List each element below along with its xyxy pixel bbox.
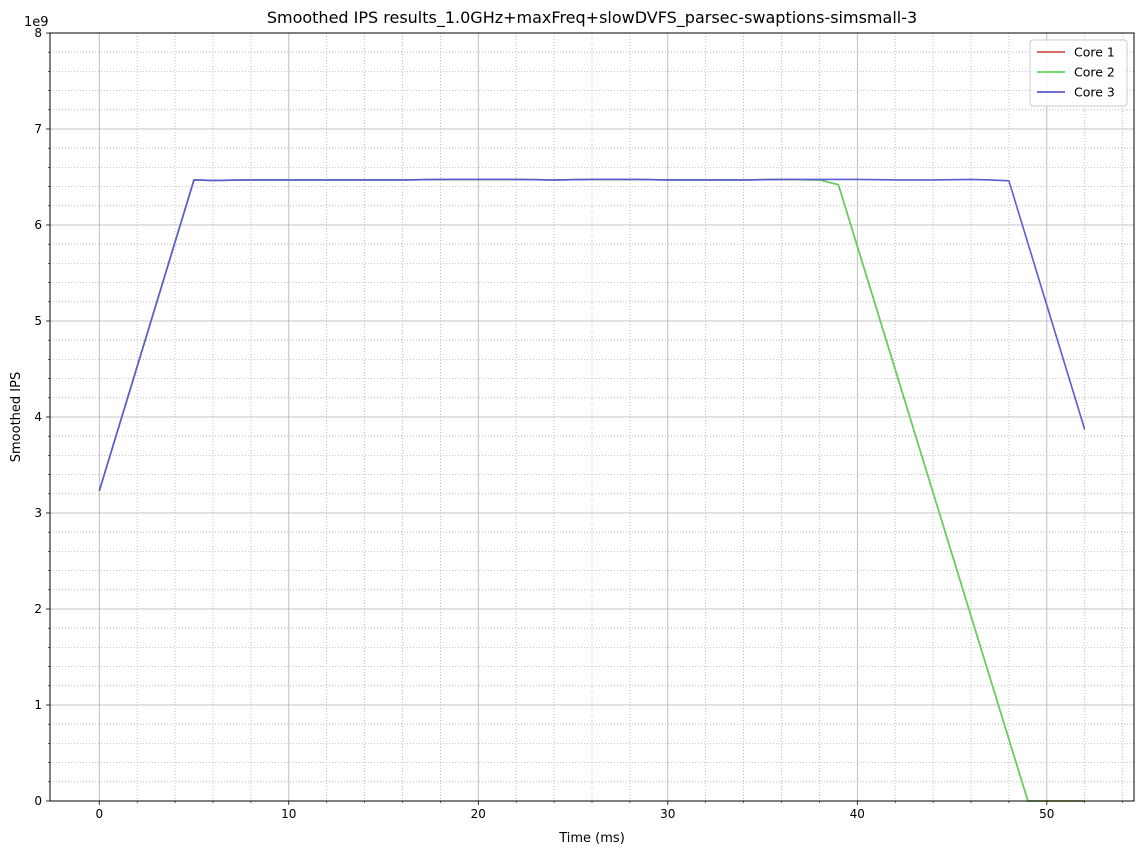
- y-tick-label: 4: [34, 410, 42, 424]
- x-tick-label: 20: [471, 807, 486, 821]
- x-tick-label: 0: [95, 807, 103, 821]
- series-layer: [98, 178, 1086, 802]
- y-tick-label: 3: [34, 506, 42, 520]
- x-tick-label: 40: [850, 807, 865, 821]
- legend-label: Core 2: [1074, 65, 1115, 80]
- x-tick-label: 30: [660, 807, 675, 821]
- chart-title: Smoothed IPS results_1.0GHz+maxFreq+slow…: [267, 8, 917, 28]
- x-axis-label: Time (ms): [558, 831, 625, 846]
- x-tick-label: 10: [281, 807, 296, 821]
- legend: Core 1 Core 2 Core 3: [1029, 39, 1128, 107]
- y-tick-label: 2: [34, 602, 42, 616]
- y-tick-label: 6: [34, 218, 42, 232]
- y-tick-label: 8: [34, 26, 42, 40]
- y-axis-label: Smoothed IPS: [9, 372, 24, 462]
- y-axis: 0 1 2 3 4 5 6 7 8: [34, 26, 50, 808]
- minor-grid: [50, 33, 1134, 801]
- y-tick-label: 1: [34, 698, 42, 712]
- x-axis: 0 10 20 30 40 50: [95, 801, 1123, 821]
- legend-box: [1029, 39, 1128, 107]
- y-tick-label: 5: [34, 314, 42, 328]
- series-line-core-3: [98, 178, 1086, 492]
- x-tick-label: 50: [1039, 807, 1054, 821]
- y-tick-label: 7: [34, 122, 42, 136]
- major-grid: [50, 33, 1134, 801]
- legend-label: Core 1: [1074, 45, 1115, 60]
- y-axis-offset-label: 1e9: [24, 15, 49, 30]
- y-tick-label: 0: [34, 794, 42, 808]
- legend-label: Core 3: [1074, 85, 1115, 100]
